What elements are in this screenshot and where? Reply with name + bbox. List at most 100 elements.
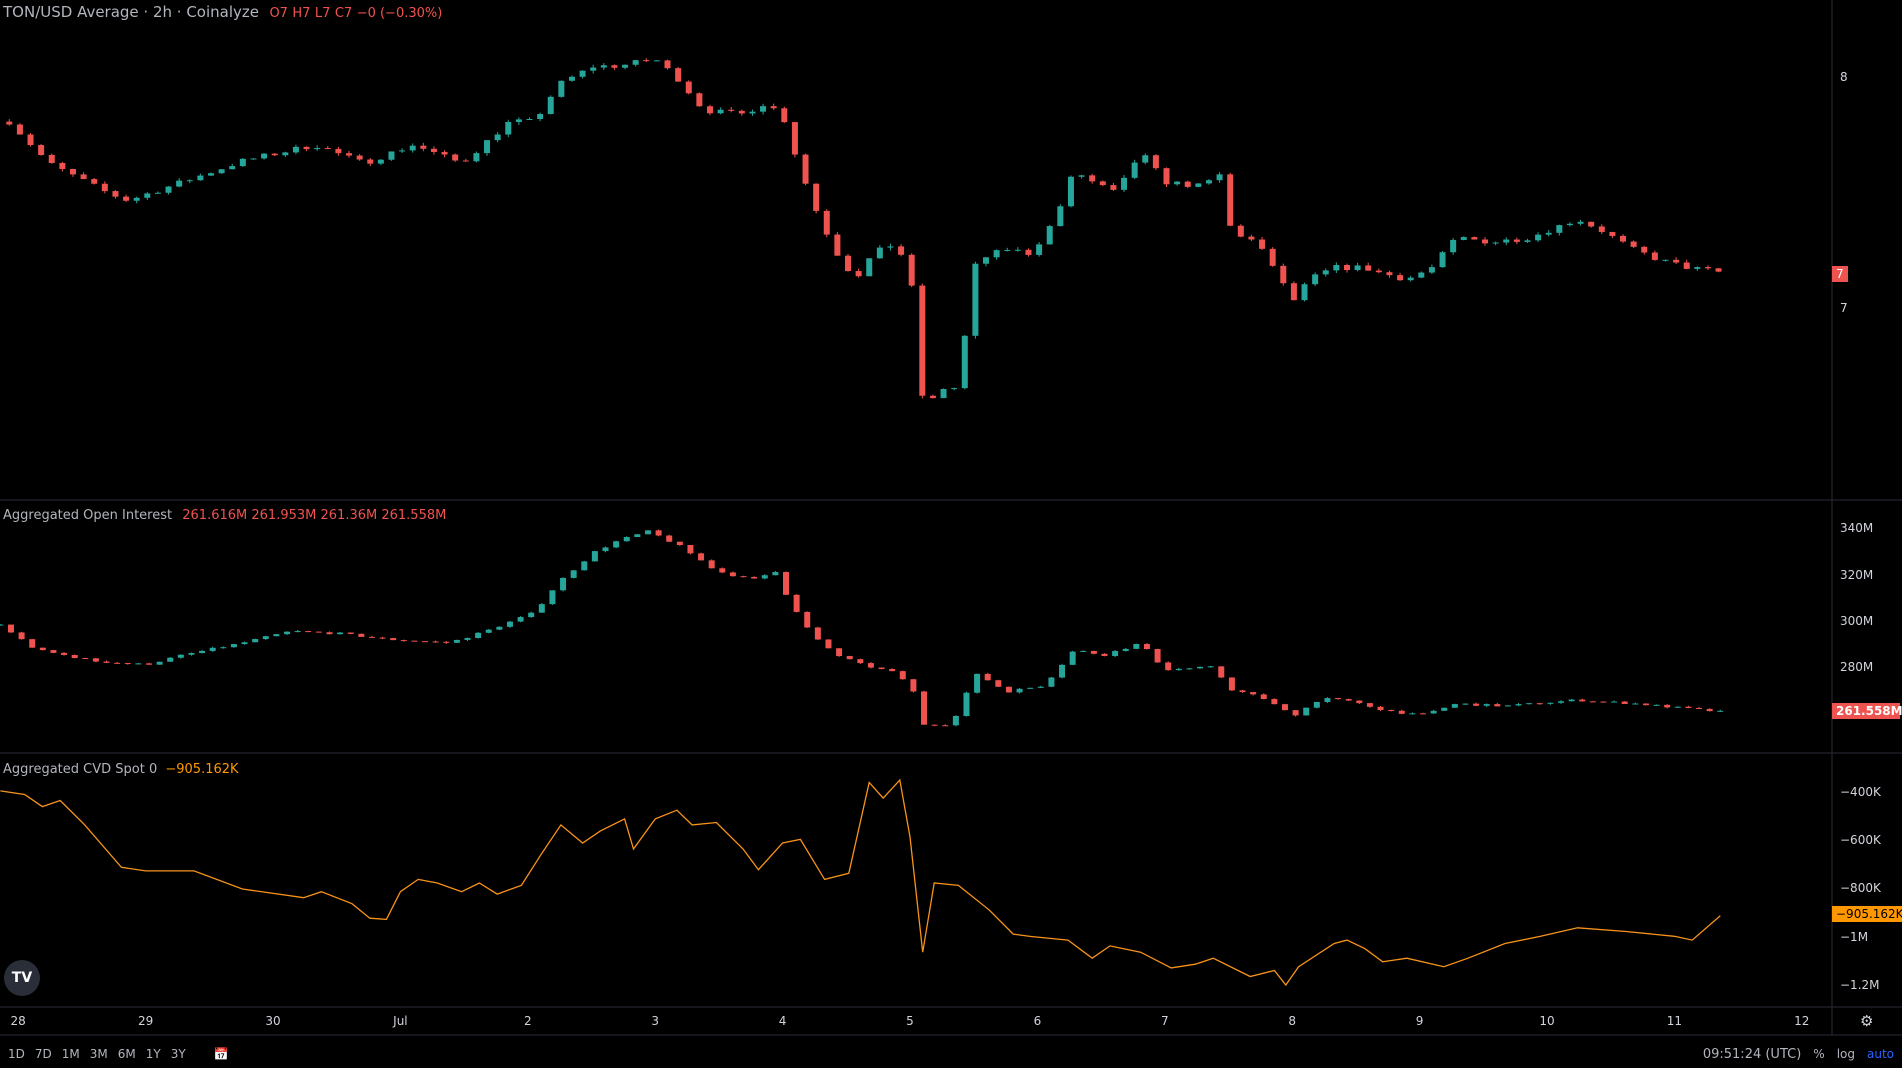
oi-axis-label: 320M	[1840, 568, 1874, 582]
price-candle	[1046, 224, 1053, 245]
last-price-badge: 7	[1832, 266, 1848, 282]
candle-body	[1280, 265, 1287, 284]
oi-candle	[910, 678, 917, 693]
price-candle	[1386, 270, 1393, 278]
candle-body	[1101, 653, 1108, 657]
price-candle	[537, 112, 544, 122]
oi-candle	[538, 603, 545, 613]
price-candle	[1492, 241, 1499, 246]
oi-candle	[241, 641, 248, 645]
oi-candle	[867, 662, 874, 669]
price-candle	[770, 103, 777, 111]
price-candle	[1365, 262, 1372, 271]
symbol-title[interactable]: TON/USD Average · 2h · Coinalyze	[3, 3, 259, 21]
price-candle	[133, 196, 140, 204]
candle-body	[133, 197, 140, 201]
candle-body	[292, 146, 299, 153]
candle-body	[262, 636, 269, 640]
oi-candle	[39, 647, 46, 651]
candle-body	[420, 145, 427, 149]
candle-body	[1418, 272, 1425, 278]
candle-body	[1069, 651, 1076, 665]
date-range-calendar-icon[interactable]: 📅	[213, 1047, 229, 1061]
candle-body	[335, 148, 342, 154]
candle-body	[1536, 703, 1543, 705]
clock-time[interactable]: 09:51:24 (UTC)	[1702, 1047, 1802, 1062]
range-1m[interactable]: 1M	[61, 1047, 80, 1061]
auto-scale-toggle[interactable]: auto	[1866, 1047, 1894, 1061]
candle-body	[1494, 704, 1501, 707]
candle-body	[92, 658, 99, 662]
range-6m[interactable]: 6M	[117, 1047, 136, 1061]
candle-body	[230, 644, 237, 648]
settings-gear-icon[interactable]: ⚙	[1860, 1012, 1874, 1030]
oi-candle	[793, 594, 800, 613]
candle-body	[1419, 713, 1426, 715]
price-candle	[717, 107, 724, 115]
candle-body	[1250, 692, 1257, 695]
oi-candle	[177, 654, 184, 659]
percent-scale-toggle[interactable]: %	[1813, 1047, 1825, 1061]
log-scale-toggle[interactable]: log	[1836, 1047, 1855, 1061]
candle-body	[538, 604, 545, 613]
price-candle	[760, 103, 767, 115]
candle-body	[910, 679, 917, 692]
candle-body	[517, 617, 524, 622]
price-candle	[452, 153, 459, 162]
oi-candle	[1526, 703, 1533, 705]
range-1y[interactable]: 1Y	[145, 1047, 161, 1061]
price-candle	[27, 133, 34, 147]
date-tick-label: 8	[1288, 1014, 1297, 1028]
oi-candle	[135, 662, 142, 665]
candle-body	[484, 140, 491, 154]
cvd-axis-label: −1.2M	[1840, 978, 1880, 992]
oi-candle	[50, 649, 57, 654]
range-1d[interactable]: 1D	[8, 1047, 25, 1061]
price-candle	[484, 140, 491, 156]
candle-body	[898, 246, 905, 255]
price-candle	[430, 146, 437, 155]
range-3m[interactable]: 3M	[89, 1047, 108, 1061]
candle-body	[1112, 651, 1119, 657]
oi-candle	[751, 576, 758, 579]
candle-body	[1568, 699, 1575, 702]
oi-candle	[1664, 704, 1671, 709]
candle-body	[1259, 239, 1266, 249]
oi-title[interactable]: Aggregated Open Interest	[3, 508, 173, 523]
range-7d[interactable]: 7D	[34, 1047, 52, 1061]
cvd-legend: Aggregated CVD Spot 0 −905.162K	[3, 762, 239, 777]
price-candle	[1269, 247, 1276, 267]
candle-body	[1547, 702, 1554, 704]
candle-body	[929, 395, 936, 399]
candle-body	[114, 662, 121, 664]
price-candle	[207, 172, 214, 177]
cvd-title[interactable]: Aggregated CVD Spot 0	[3, 762, 158, 777]
price-candle	[1641, 245, 1648, 255]
candle-body	[942, 725, 949, 727]
price-candle	[91, 177, 98, 185]
price-candle	[791, 121, 798, 158]
candle-body	[1048, 677, 1055, 687]
tradingview-logo[interactable]: TV	[4, 960, 40, 996]
oi-candle	[145, 662, 152, 665]
price-candle	[1216, 172, 1223, 183]
candle-body	[687, 545, 694, 554]
oi-candle	[825, 639, 832, 649]
price-axis-label: 8	[1840, 70, 1848, 84]
cvd-series	[0, 778, 1721, 987]
date-tick-label: 28	[10, 1014, 26, 1028]
price-candle	[1163, 167, 1170, 188]
candle-body	[526, 118, 533, 120]
price-candle	[356, 154, 363, 161]
oi-candle	[1080, 650, 1087, 652]
candle-body	[411, 640, 418, 642]
oi-candle	[273, 634, 280, 637]
price-candle	[441, 150, 448, 158]
candle-body	[1174, 181, 1181, 185]
candle-body	[1218, 666, 1225, 678]
oi-candle	[496, 626, 503, 631]
range-3y[interactable]: 3Y	[170, 1047, 186, 1061]
oi-candle	[1154, 648, 1161, 663]
candle-body	[738, 110, 745, 114]
